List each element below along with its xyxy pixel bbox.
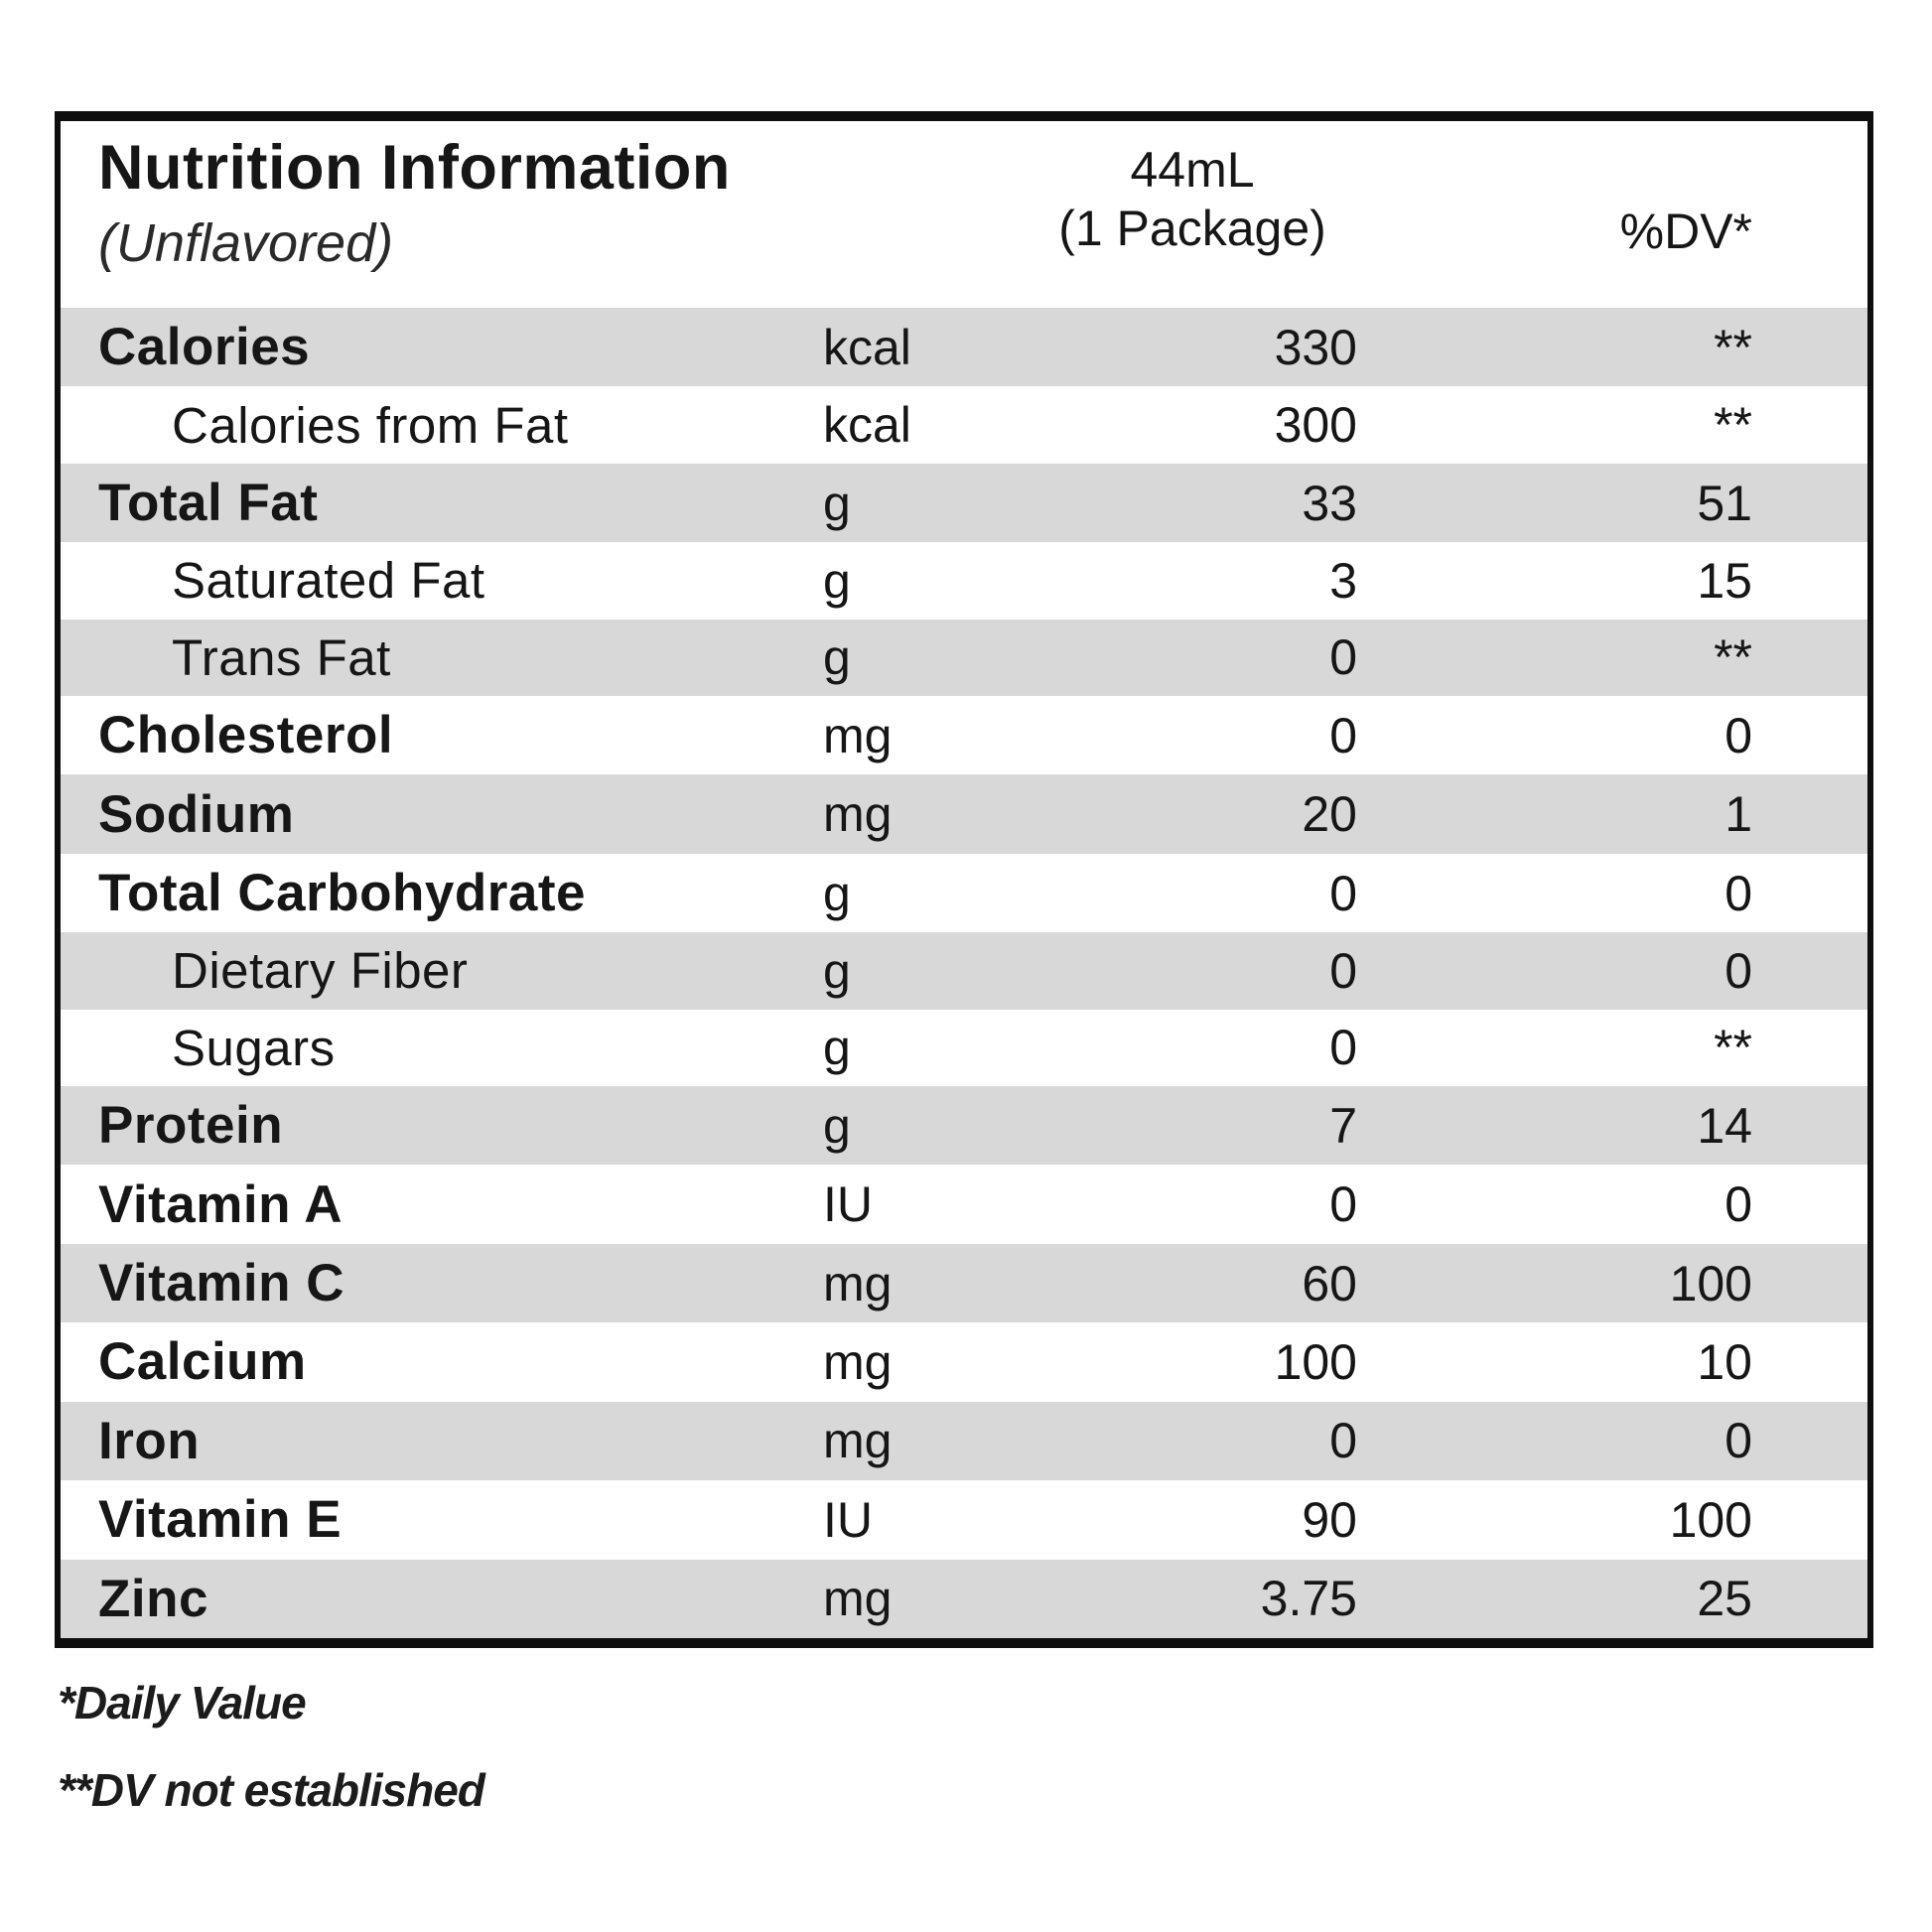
nutrient-unit: mg	[823, 786, 893, 843]
dv-column-header: %DV*	[1619, 204, 1752, 259]
nutrient-unit: g	[823, 629, 851, 686]
serving-size-header: 44mL (1 Package)	[914, 135, 1470, 258]
nutrient-unit: mg	[823, 1333, 893, 1390]
nutrient-amount: 300	[1274, 397, 1357, 454]
nutrient-row: Total Fat g 33 51	[61, 463, 1867, 543]
nutrient-unit: g	[823, 552, 851, 609]
nutrient-name: Cholesterol	[98, 706, 394, 765]
nutrient-name: Total Fat	[98, 474, 319, 533]
nutrient-dv: 0	[1725, 1413, 1752, 1469]
nutrient-dv: 25	[1697, 1571, 1752, 1627]
nutrient-unit: g	[823, 1020, 851, 1076]
nutrient-name: Calories from Fat	[172, 396, 569, 454]
nutrient-row: Calcium mg 100 10	[61, 1322, 1867, 1401]
footnote-daily-value: *Daily Value	[58, 1677, 307, 1728]
title-block: Nutrition Information (Unflavored)	[61, 135, 914, 274]
nutrient-name: Total Carbohydrate	[98, 864, 586, 923]
nutrient-row: Total Carbohydrate g 0 0	[61, 854, 1867, 932]
nutrient-amount: 20	[1302, 786, 1357, 843]
nutrient-row: Calories from Fat kcal 300 **	[61, 386, 1867, 463]
nutrient-amount: 0	[1329, 942, 1357, 999]
footnote-dv-not-established: **DV not established	[58, 1764, 485, 1816]
nutrient-dv: 100	[1669, 1255, 1752, 1311]
nutrient-row: Trans Fat g 0 **	[61, 619, 1867, 697]
nutrient-amount: 0	[1329, 865, 1357, 921]
nutrient-name: Vitamin C	[98, 1254, 345, 1313]
nutrient-name: Dietary Fiber	[172, 942, 469, 1000]
nutrient-unit: IU	[823, 1176, 873, 1233]
nutrient-unit: kcal	[823, 319, 911, 375]
nutrient-name: Saturated Fat	[172, 552, 485, 610]
flavor-subtitle: (Unflavored)	[98, 213, 394, 274]
nutrient-amount: 3	[1329, 552, 1357, 609]
serving-size-unit: (1 Package)	[1058, 201, 1326, 256]
nutrient-unit: g	[823, 942, 851, 999]
nutrient-amount: 330	[1274, 319, 1357, 375]
nutrient-rows: Calories kcal 330 ** Calories from Fat kcal 30…	[61, 308, 1867, 1638]
nutrient-row: Calories kcal 330 **	[61, 308, 1867, 387]
nutrient-row: Vitamin E IU 90 100	[61, 1480, 1867, 1559]
nutrient-row: Protein g 7 14	[61, 1086, 1867, 1166]
nutrient-row: Dietary Fiber g 0 0	[61, 932, 1867, 1010]
nutrient-dv: 0	[1725, 707, 1752, 763]
nutrient-dv: **	[1714, 629, 1752, 686]
footnotes: *Daily Value **DV not established	[58, 1676, 485, 1851]
nutrient-dv: 51	[1697, 475, 1752, 531]
nutrient-row: Sodium mg 20 1	[61, 774, 1867, 854]
nutrient-row: Vitamin C mg 60 100	[61, 1243, 1867, 1323]
nutrient-dv: 14	[1697, 1097, 1752, 1154]
nutrient-amount: 100	[1274, 1333, 1357, 1390]
nutrient-name: Vitamin A	[98, 1174, 344, 1234]
nutrient-name: Iron	[98, 1411, 201, 1470]
nutrient-dv: 10	[1697, 1333, 1752, 1390]
nutrient-amount: 0	[1329, 1413, 1357, 1469]
nutrient-dv: 1	[1725, 786, 1752, 843]
table-header: Nutrition Information (Unflavored) 44mL …	[61, 121, 1867, 308]
nutrient-name: Calcium	[98, 1332, 307, 1392]
nutrient-amount: 60	[1302, 1255, 1357, 1311]
nutrient-amount: 0	[1329, 707, 1357, 763]
nutrient-unit: mg	[823, 1413, 893, 1469]
nutrient-name: Protein	[98, 1096, 284, 1156]
nutrient-amount: 0	[1329, 1020, 1357, 1076]
nutrient-row: Saturated Fat g 3 15	[61, 542, 1867, 619]
nutrient-name: Zinc	[98, 1569, 208, 1628]
nutrient-name: Calories	[98, 318, 311, 377]
nutrient-name: Sodium	[98, 784, 295, 844]
nutrient-dv: **	[1714, 397, 1752, 454]
nutrient-row: Zinc mg 3.75 25	[61, 1559, 1867, 1638]
nutrient-unit: mg	[823, 707, 893, 763]
nutrient-name: Trans Fat	[172, 628, 391, 686]
page-title: Nutrition Information	[98, 133, 731, 203]
nutrient-dv: 15	[1697, 552, 1752, 609]
nutrient-amount: 90	[1302, 1491, 1357, 1548]
nutrient-name: Sugars	[172, 1019, 336, 1076]
nutrient-dv: 0	[1725, 865, 1752, 921]
nutrient-unit: mg	[823, 1571, 893, 1627]
nutrient-unit: IU	[823, 1491, 873, 1548]
nutrient-dv: **	[1714, 319, 1752, 375]
serving-size-value: 44mL	[1130, 142, 1255, 198]
nutrient-unit: kcal	[823, 397, 911, 454]
nutrient-dv: **	[1714, 1020, 1752, 1076]
nutrient-row: Sugars g 0 **	[61, 1010, 1867, 1086]
nutrient-unit: g	[823, 475, 851, 531]
nutrient-dv: 0	[1725, 942, 1752, 999]
nutrient-dv: 0	[1725, 1176, 1752, 1233]
nutrient-amount: 3.75	[1260, 1571, 1357, 1627]
nutrient-row: Cholesterol mg 0 0	[61, 696, 1867, 774]
nutrient-dv: 100	[1669, 1491, 1752, 1548]
nutrition-facts-table: Nutrition Information (Unflavored) 44mL …	[55, 111, 1873, 1648]
nutrient-amount: 7	[1329, 1097, 1357, 1154]
nutrient-amount: 0	[1329, 1176, 1357, 1233]
nutrient-amount: 33	[1302, 475, 1357, 531]
nutrient-name: Vitamin E	[98, 1490, 343, 1550]
nutrient-unit: g	[823, 865, 851, 921]
nutrient-amount: 0	[1329, 629, 1357, 686]
nutrient-row: Iron mg 0 0	[61, 1401, 1867, 1481]
nutrient-unit: g	[823, 1097, 851, 1154]
nutrient-unit: mg	[823, 1255, 893, 1311]
nutrient-row: Vitamin A IU 0 0	[61, 1165, 1867, 1243]
